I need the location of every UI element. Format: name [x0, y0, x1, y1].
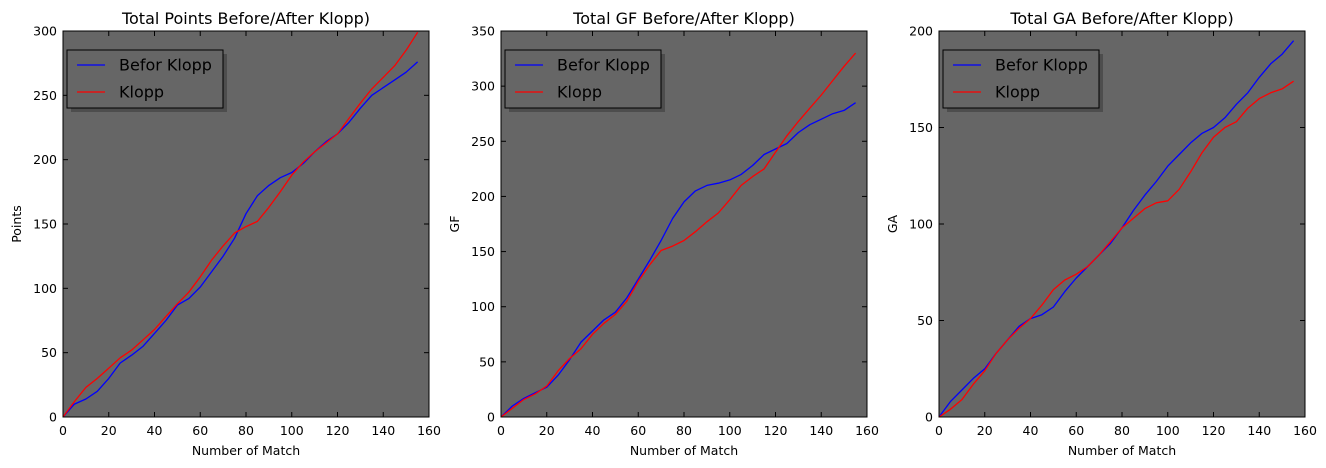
x-tick-label: 40: [147, 423, 163, 438]
series-line-1: [62, 31, 419, 418]
legend-label-0: Befor Klopp: [557, 56, 650, 75]
x-tick-label: 0: [497, 423, 505, 438]
y-tick-label: 300: [471, 79, 495, 94]
x-axis-label: Number of Match: [1068, 443, 1176, 458]
x-tick-label: 60: [1068, 423, 1084, 438]
y-axis-label: Points: [9, 205, 24, 243]
chart-title: Total GF Before/After Klopp): [572, 9, 795, 28]
chart-title: Total Points Before/After Klopp): [121, 9, 370, 28]
y-tick-label: 200: [909, 24, 933, 39]
x-tick-label: 80: [238, 423, 254, 438]
legend-label-1: Klopp: [119, 83, 164, 102]
y-tick-label: 200: [33, 152, 57, 167]
y-tick-label: 250: [33, 88, 57, 103]
x-tick-label: 160: [1293, 423, 1317, 438]
x-tick-label: 100: [280, 423, 304, 438]
x-tick-label: 40: [1023, 423, 1039, 438]
y-tick-label: 0: [925, 410, 933, 425]
x-tick-label: 40: [585, 423, 601, 438]
y-tick-label: 150: [909, 120, 933, 135]
y-tick-label: 100: [33, 281, 57, 296]
y-tick-label: 100: [471, 299, 495, 314]
x-tick-label: 0: [935, 423, 943, 438]
y-tick-label: 0: [487, 410, 495, 425]
x-tick-label: 80: [1114, 423, 1130, 438]
x-tick-label: 100: [1156, 423, 1180, 438]
chart-panel-2: 0 20 40 60 80 100 120 140 160 0 50 100 150 200 Total G…: [885, 9, 1317, 458]
legend-label-0: Befor Klopp: [995, 56, 1088, 75]
y-tick-label: 50: [479, 354, 495, 369]
y-tick-label: 200: [471, 189, 495, 204]
x-tick-label: 120: [1202, 423, 1226, 438]
y-tick-label: 150: [471, 244, 495, 259]
y-tick-label: 100: [909, 217, 933, 232]
x-tick-label: 120: [326, 423, 350, 438]
legend-label-0: Befor Klopp: [119, 56, 212, 75]
x-tick-label: 60: [630, 423, 646, 438]
x-tick-label: 140: [1247, 423, 1271, 438]
legend-box: [504, 49, 662, 109]
series-line-1: [500, 52, 857, 418]
legend-label-1: Klopp: [995, 83, 1040, 102]
x-tick-label: 20: [539, 423, 555, 438]
x-axis-label: Number of Match: [192, 443, 300, 458]
x-tick-label: 0: [59, 423, 67, 438]
x-tick-label: 120: [764, 423, 788, 438]
series-line-0: [500, 102, 856, 418]
y-tick-label: 50: [41, 345, 57, 360]
y-tick-label: 350: [471, 24, 495, 39]
x-tick-label: 20: [101, 423, 117, 438]
series-line-1: [938, 80, 1294, 418]
x-tick-label: 100: [718, 423, 742, 438]
chart-panel-0: 0 20 40 60 80 100 120 140 160 0 50 100 150 200 250 300 T…: [9, 9, 441, 458]
x-tick-label: 80: [676, 423, 692, 438]
y-axis-label: GF: [447, 216, 462, 233]
y-tick-label: 300: [33, 24, 57, 39]
y-axis-label: GA: [885, 214, 900, 233]
y-tick-label: 0: [49, 410, 57, 425]
x-tick-label: 160: [855, 423, 879, 438]
legend-box: [942, 49, 1100, 109]
legend-label-1: Klopp: [557, 83, 602, 102]
y-tick-label: 150: [33, 217, 57, 232]
x-tick-label: 20: [977, 423, 993, 438]
series-line-0: [62, 61, 419, 418]
legend-box: [66, 49, 224, 109]
y-tick-label: 250: [471, 134, 495, 149]
x-tick-label: 140: [809, 423, 833, 438]
x-tick-label: 160: [417, 423, 441, 438]
x-tick-label: 140: [371, 423, 395, 438]
y-tick-label: 50: [917, 313, 933, 328]
chart-panel-1: 0 20 40 60 80 100 120 140 160 0 50 100 150 200 250 300 3…: [447, 9, 879, 458]
x-axis-label: Number of Match: [630, 443, 738, 458]
chart-title: Total GA Before/After Klopp): [1009, 9, 1233, 28]
x-tick-label: 60: [192, 423, 208, 438]
